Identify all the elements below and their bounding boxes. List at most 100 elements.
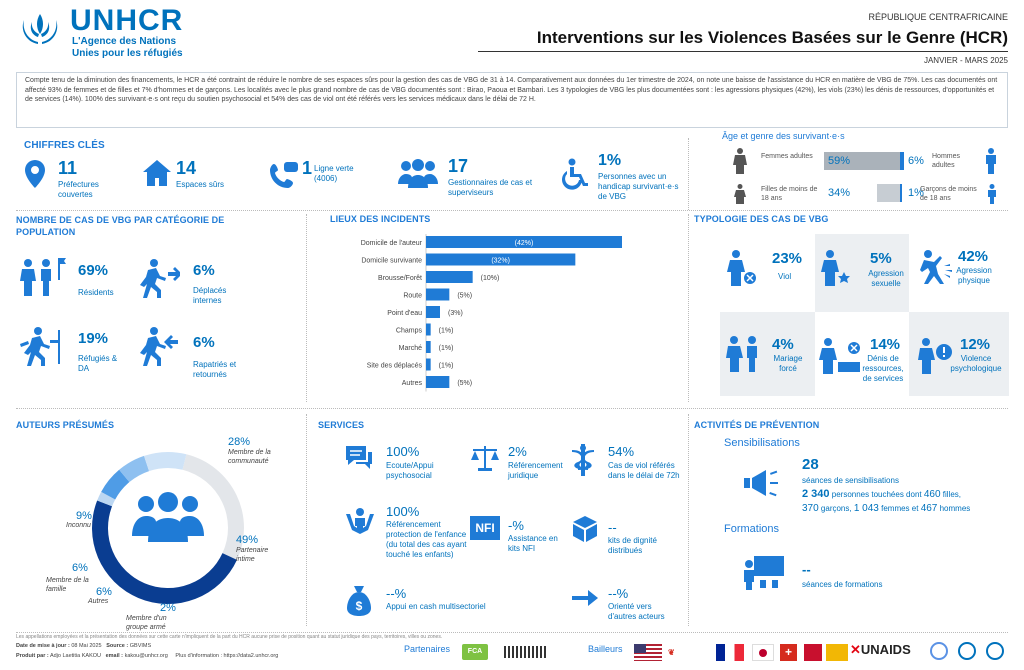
un-logo-icon <box>958 642 976 660</box>
period-label: JANVIER - MARS 2025 <box>923 56 1008 65</box>
divider <box>16 632 1008 633</box>
donut-slice <box>144 452 187 472</box>
boys-pct: 1% <box>908 187 924 199</box>
girls-label: filles, <box>942 490 961 499</box>
reached-value: 2 340 <box>802 488 830 500</box>
perp-family-pct: 6% <box>72 562 88 574</box>
typo-marriage-label: Mariage forcé <box>773 354 803 373</box>
typo-physical-pct: 42% <box>958 248 989 265</box>
training-icon <box>744 556 784 595</box>
reached-line: 2 340 personnes touchées dont 460 filles… <box>802 488 961 500</box>
men-bar <box>900 152 904 170</box>
category-label: Brousse/Forêt <box>378 275 422 282</box>
perp-community-label: Membre de la communauté <box>228 449 271 465</box>
divider <box>688 414 689 626</box>
key-figures-title: CHIFFRES CLÉS <box>24 140 105 151</box>
girl-icon <box>734 184 746 209</box>
perp-partner-label: Partenaire intime <box>236 547 269 563</box>
author-label: Produit par : <box>16 653 49 659</box>
bar <box>426 236 622 248</box>
perp-unknown-label: Inconnu <box>66 522 91 529</box>
bar <box>426 341 431 353</box>
kf-safe-spaces-value: 14 <box>176 158 197 178</box>
data-label: (1%) <box>439 363 454 370</box>
data-label: (10%) <box>481 275 500 282</box>
svc-child-pct: 100% <box>386 504 420 519</box>
boys-bar <box>900 184 902 202</box>
title-rule <box>478 51 1008 52</box>
perp-other-label: Autres <box>88 598 109 605</box>
data-label: (1%) <box>439 328 454 335</box>
refugee-icon <box>20 326 66 371</box>
more-info-link[interactable]: Plus d'information : https://data2.unhcr… <box>175 653 279 659</box>
typo-rape-pct: 23% <box>772 250 803 267</box>
typo-marriage-pct: 4% <box>772 336 794 353</box>
donor-logo <box>804 644 822 661</box>
phone-icon <box>268 162 298 195</box>
typo-physical-label: Agression physique <box>956 266 992 285</box>
svc-psychosocial-pct: 100% <box>386 444 420 459</box>
rape-icon <box>726 250 758 291</box>
psych-violence-icon <box>918 338 954 379</box>
date-value: 08 Mai 2025 <box>71 643 102 649</box>
footer-meta-1: Date de mise à jour : 08 Mai 2025 Source… <box>16 643 151 649</box>
physical-assault-icon <box>918 250 952 291</box>
sessions-label: séances de sensibilisations <box>802 476 899 485</box>
data-label: (5%) <box>457 293 472 300</box>
women-pct: 59% <box>828 155 851 167</box>
un-logo-icon <box>986 642 1004 660</box>
men-label: Hommes adultes <box>932 153 961 169</box>
org-tagline-2: Unies pour les réfugiés <box>72 48 183 59</box>
donut-slice <box>119 455 150 483</box>
women-bar <box>824 152 900 170</box>
typo-sexual-label: Agression sexuelle <box>868 269 904 288</box>
women-label: femmes et <box>881 504 919 513</box>
scale-icon <box>470 444 500 477</box>
intro-box: Compte tenu de la diminution des finance… <box>16 72 1008 128</box>
kf-prefectures-label: Préfectures couvertes <box>58 180 99 199</box>
pop-residents-label: Résidents <box>78 288 114 297</box>
typo-psych-pct: 12% <box>960 336 991 353</box>
footer-meta-2: Produit par : Adjo Laetitia KAKOU email … <box>16 653 278 659</box>
girls-label: Filles de moins de 18 ans <box>761 186 818 202</box>
population-title: NOMBRE DE CAS DE VBG PAR CATÉGORIE DE PO… <box>16 215 225 237</box>
pop-returnees-pct: 6% <box>193 334 215 351</box>
donut-slice <box>101 469 130 500</box>
wheelchair-icon <box>560 158 592 195</box>
email-label: email : <box>105 653 124 659</box>
kf-hotline-label: Ligne verte (4006) <box>314 164 354 183</box>
france-flag-icon <box>716 644 744 661</box>
category-label: Domicile survivante <box>361 258 422 265</box>
bar <box>426 288 450 301</box>
page-title: Interventions sur les Violences Basées s… <box>536 28 1008 47</box>
partner-logo <box>504 646 546 658</box>
category-label: Domicile de l'auteur <box>361 240 423 247</box>
divider <box>688 214 689 402</box>
house-icon <box>142 158 172 193</box>
divider <box>306 414 307 626</box>
child-protection-icon <box>344 504 376 541</box>
boys-label: garçons, <box>820 504 852 513</box>
perpetrators-donut-chart <box>92 452 244 604</box>
sessions-value: 28 <box>802 456 819 473</box>
un-logo-icon <box>930 642 948 660</box>
perp-other-pct: 6% <box>96 586 112 598</box>
data-label: (5%) <box>457 380 472 387</box>
kf-safe-spaces-label: Espaces sûrs <box>176 180 225 189</box>
girls-pct: 34% <box>828 187 851 199</box>
unhcr-logo-icon <box>14 8 66 46</box>
bar <box>426 358 431 371</box>
megaphone-icon <box>744 468 778 503</box>
men-value: 467 <box>920 503 938 514</box>
residents-icon <box>20 258 66 303</box>
reached-text: personnes touchées dont <box>831 490 922 499</box>
donor-logo <box>826 644 848 661</box>
sexual-assault-icon <box>820 250 852 291</box>
pop-idp-label: Déplacés internes <box>193 286 227 305</box>
girls-bar <box>877 184 900 202</box>
date-label: Date de mise à jour : <box>16 643 70 649</box>
kf-case-managers-label: Gestionnaires de cas et superviseurs <box>448 178 533 197</box>
sensibilisation-title: Sensibilisations <box>724 437 800 449</box>
key-figures-row: 11 Préfectures couvertes 14 Espaces sûrs… <box>24 152 684 208</box>
training-label: séances de formations <box>802 580 883 589</box>
